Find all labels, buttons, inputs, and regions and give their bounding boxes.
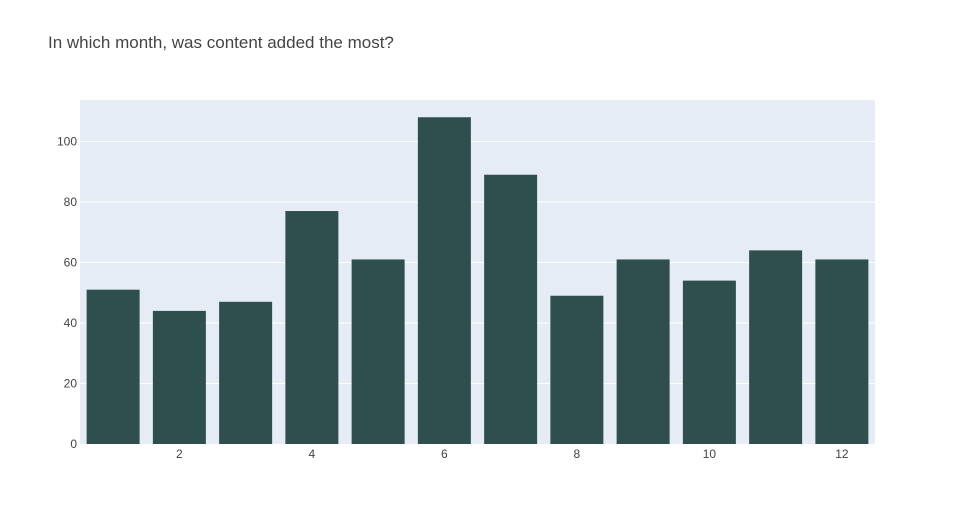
x-tick-label: 4 [309, 447, 316, 461]
y-tick-label: 40 [64, 316, 78, 330]
bar-month-11[interactable] [749, 250, 803, 444]
bar-month-4[interactable] [285, 211, 339, 444]
bar-month-7[interactable] [484, 174, 538, 445]
bar-month-1[interactable] [86, 289, 140, 444]
x-tick-label: 8 [574, 447, 581, 461]
bar-month-8[interactable] [550, 295, 604, 444]
y-tick-label: 60 [64, 255, 78, 269]
x-tick-label: 12 [835, 447, 849, 461]
y-axis-ticks: 0 20 40 60 80 100 [57, 134, 77, 451]
y-tick-label: 0 [70, 437, 77, 451]
chart-title: In which month, was content added the mo… [48, 33, 394, 52]
y-tick-label: 20 [64, 376, 78, 390]
bar-month-2[interactable] [152, 310, 206, 444]
x-tick-label: 6 [441, 447, 448, 461]
bar-month-12[interactable] [815, 259, 869, 444]
bar-month-3[interactable] [219, 301, 273, 444]
bars [86, 117, 869, 445]
x-tick-label: 10 [703, 447, 717, 461]
x-tick-label: 2 [176, 447, 183, 461]
gridlines [80, 140, 875, 384]
bar-month-5[interactable] [351, 259, 405, 444]
bar-month-10[interactable] [682, 280, 736, 444]
bar-month-6[interactable] [417, 117, 471, 444]
y-tick-label: 80 [64, 195, 78, 209]
plot-area [80, 100, 875, 444]
x-axis-ticks: 2 4 6 8 10 12 [176, 447, 849, 461]
bar-month-9[interactable] [616, 259, 670, 444]
y-tick-label: 100 [57, 134, 77, 148]
